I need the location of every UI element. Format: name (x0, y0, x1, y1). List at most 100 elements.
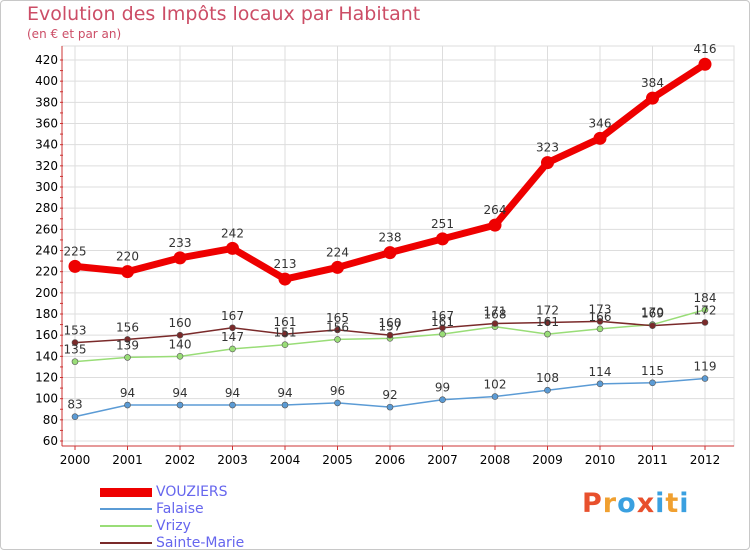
data-label-sainte-marie: 160 (169, 316, 192, 330)
data-point-sainte-marie (334, 326, 341, 334)
data-point-vrizy (176, 353, 184, 360)
logo-letter: i (679, 488, 690, 519)
data-label-vrizy: 166 (589, 310, 612, 324)
data-point-falaise (71, 413, 79, 420)
data-point-falaise (124, 401, 131, 409)
data-label-vrizy: 147 (221, 330, 244, 344)
data-point-vouziers (488, 218, 502, 232)
data-point-sainte-marie (439, 324, 446, 332)
x-tick-label: 2003 (217, 453, 248, 467)
y-tick-label: 240 (35, 244, 58, 258)
data-point-vrizy (334, 336, 341, 343)
y-tick-label: 320 (35, 159, 58, 173)
data-label-sainte-marie: 171 (484, 305, 507, 319)
data-point-sainte-marie (491, 320, 499, 327)
x-tick-label: 2011 (637, 453, 668, 467)
data-point-vouziers (593, 131, 607, 145)
data-point-vouziers (331, 260, 344, 274)
y-tick-label: 160 (35, 328, 58, 342)
data-point-vrizy (439, 330, 446, 338)
data-label-falaise: 94 (225, 386, 240, 400)
data-label-sainte-marie: 160 (379, 316, 402, 330)
data-point-vrizy (71, 358, 79, 365)
data-point-sainte-marie (71, 339, 79, 346)
x-tick-label: 2000 (60, 453, 91, 467)
x-tick-label: 2010 (585, 453, 616, 467)
legend-label-falaise: Falaise (156, 501, 204, 517)
x-tick-label: 2005 (322, 453, 353, 467)
data-label-vouziers: 233 (169, 236, 192, 250)
y-tick-label: 100 (35, 392, 58, 406)
data-point-vouziers (121, 265, 134, 279)
data-point-falaise (596, 380, 604, 388)
data-point-vouziers (278, 272, 292, 286)
data-point-vouziers (698, 57, 712, 71)
data-label-sainte-marie: 153 (64, 324, 87, 338)
data-label-vrizy: 161 (536, 315, 559, 329)
data-label-vrizy: 135 (64, 343, 87, 357)
data-label-vouziers: 346 (589, 116, 612, 130)
data-label-sainte-marie: 173 (589, 302, 612, 316)
data-point-vouziers (68, 259, 82, 273)
y-tick-label: 400 (35, 74, 58, 88)
data-label-sainte-marie: 169 (641, 307, 664, 321)
data-label-falaise: 102 (484, 378, 507, 392)
data-label-vouziers: 416 (694, 42, 717, 56)
data-point-vouziers (173, 251, 187, 265)
data-label-vouziers: 251 (431, 217, 454, 231)
x-tick-label: 2008 (480, 453, 511, 467)
data-point-falaise (701, 375, 709, 382)
data-point-vouziers (226, 241, 239, 255)
data-label-vrizy: 156 (326, 320, 349, 334)
data-label-sainte-marie: 167 (431, 309, 454, 323)
data-label-falaise: 94 (120, 386, 135, 400)
legend: VOUZIERS Falaise Vrizy Sainte-Marie (100, 484, 280, 552)
data-label-falaise: 92 (382, 388, 397, 402)
data-point-vouziers (646, 91, 659, 105)
axes: 60 80 100 120 140 160 180 200 220 240 260 280 300 320… (35, 46, 734, 467)
data-point-falaise (229, 401, 236, 409)
data-label-falaise: 114 (589, 365, 612, 379)
data-point-sainte-marie (176, 331, 184, 339)
legend-item-sainte-marie: Sainte-Marie (100, 535, 280, 552)
data-label-vouziers: 323 (536, 141, 559, 155)
legend-item-falaise: Falaise (100, 501, 280, 518)
plot-area (61, 45, 735, 447)
data-point-falaise (491, 393, 499, 400)
data-point-vouziers (383, 246, 397, 260)
data-label-falaise: 96 (330, 384, 345, 398)
data-label-vrizy: 157 (379, 319, 402, 333)
data-point-vrizy (596, 325, 604, 333)
legend-label-vouziers: VOUZIERS (156, 484, 228, 500)
data-label-vouziers: 384 (641, 76, 664, 90)
data-point-sainte-marie (229, 324, 236, 332)
x-tick-label: 2004 (270, 453, 301, 467)
data-label-vouziers: 238 (379, 231, 402, 245)
data-label-vouziers: 242 (221, 226, 244, 240)
data-point-vrizy (229, 345, 236, 353)
data-point-falaise (281, 401, 289, 409)
data-point-falaise (439, 396, 446, 404)
series-layer (68, 57, 712, 420)
logo-letter: t (665, 488, 680, 519)
data-label-sainte-marie: 172 (536, 303, 559, 317)
y-tick-label: 280 (35, 201, 58, 215)
data-point-sainte-marie (596, 318, 604, 325)
data-label-vrizy: 161 (431, 315, 454, 329)
data-label-falaise: 115 (641, 364, 664, 378)
data-label-sainte-marie: 161 (274, 315, 297, 329)
data-label-vrizy: 168 (484, 308, 507, 322)
y-tick-label: 80 (43, 413, 58, 427)
data-point-sainte-marie (544, 319, 551, 326)
data-point-vrizy (281, 341, 289, 348)
y-tick-label: 200 (35, 286, 58, 300)
logo-letter: o (617, 488, 637, 519)
data-point-falaise (544, 386, 551, 394)
legend-item-vouziers: VOUZIERS (100, 484, 280, 501)
chart-title: Evolution des Impôts locaux par Habitant (27, 3, 421, 25)
logo-letter: x (636, 488, 656, 519)
x-tick-label: 2007 (427, 453, 458, 467)
legend-swatch-falaise (100, 508, 152, 510)
data-label-sainte-marie: 167 (221, 309, 244, 323)
